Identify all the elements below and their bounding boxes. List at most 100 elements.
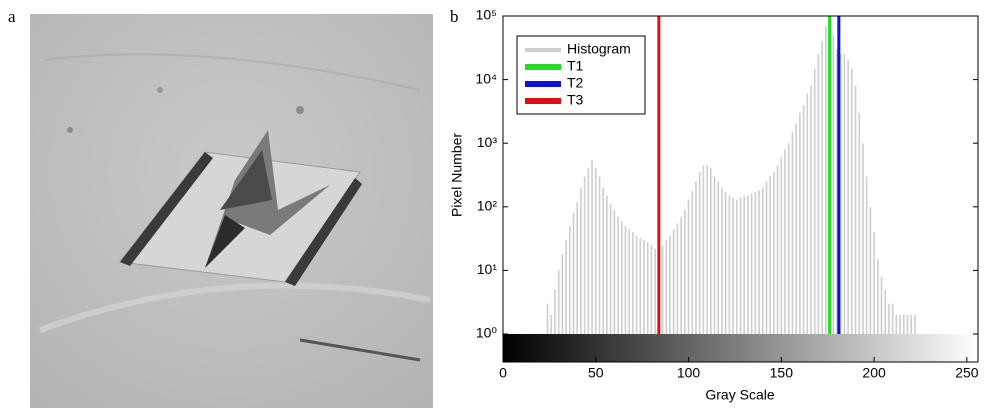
plot-frame [502,15,979,363]
y-axis-label: Pixel Number [449,133,465,217]
bar [862,143,864,334]
bar [910,314,913,334]
bar [717,181,720,334]
bar [587,168,590,334]
bar [765,181,768,334]
bar [873,232,875,334]
gray-scale-bar [503,334,978,362]
bar [813,68,816,334]
bar [565,240,567,334]
bar [839,54,842,334]
y-tick-label: 10⁵ [476,7,497,23]
bar [676,223,679,334]
bar [832,35,835,334]
bar [721,187,723,334]
legend-label: Histogram [567,41,631,57]
bar [546,303,549,334]
bar [865,176,868,334]
bar [799,112,801,334]
bar [895,314,898,334]
legend-label: T1 [567,58,584,74]
bar [606,195,608,334]
bar [613,209,616,334]
legend-label: T3 [567,92,584,108]
bar [858,112,861,334]
bar [802,104,805,334]
x-tick-label: 0 [499,365,507,381]
bar [732,197,734,334]
bar [557,270,560,334]
bar [702,165,705,334]
bar [643,240,645,334]
y-tick-label: 10¹ [477,261,498,277]
y-tick-label: 10³ [477,134,498,150]
bar [754,192,757,334]
bar [572,212,575,334]
bar [728,195,731,334]
bar [687,199,690,334]
bar [561,254,564,334]
bar [776,165,779,334]
bar [650,245,653,334]
bar [906,314,909,334]
bar [628,228,631,334]
bar [899,314,901,334]
bar [791,132,794,334]
panel-label: b [450,7,459,26]
bar [769,176,772,334]
bar [635,235,638,334]
bar [869,206,872,334]
x-tick-label: 150 [770,365,794,381]
bar [787,143,790,334]
bar [713,176,716,334]
bar [891,303,894,334]
bar [817,54,820,334]
bar [646,241,649,334]
bar [780,157,783,334]
bar [598,176,601,334]
x-axis-label: Gray Scale [705,387,774,403]
bar [750,193,753,334]
bar [576,201,579,334]
bar [880,276,883,334]
bar [850,68,853,334]
bar [550,314,553,334]
bar [854,85,857,334]
y-tick-label: 10⁰ [476,325,498,341]
bar [784,149,786,334]
bar [583,176,586,334]
bar [806,93,809,334]
bar [602,187,605,334]
bar [761,187,764,334]
bar [695,181,697,334]
bar [724,192,727,334]
bar [795,124,797,334]
bar [620,220,623,334]
y-tick-label: 10⁴ [475,70,497,86]
legend-label: T2 [567,75,584,91]
bar [914,314,916,334]
bar [825,25,827,334]
bar [747,195,749,334]
aerial-photo [30,14,433,408]
bar [684,209,686,334]
bar [709,168,712,334]
bar [661,245,664,334]
bar [632,232,634,334]
bar [617,216,619,334]
bar [594,168,597,334]
bar [888,303,890,334]
bar [836,49,838,334]
bar [706,165,708,334]
bar [680,216,682,334]
bar [624,225,627,334]
bar [758,190,760,334]
bar [698,172,701,334]
bar [810,85,812,334]
bar [580,187,582,334]
bar [609,204,612,334]
bar [821,41,823,334]
bar [591,159,593,334]
bar [665,240,668,334]
